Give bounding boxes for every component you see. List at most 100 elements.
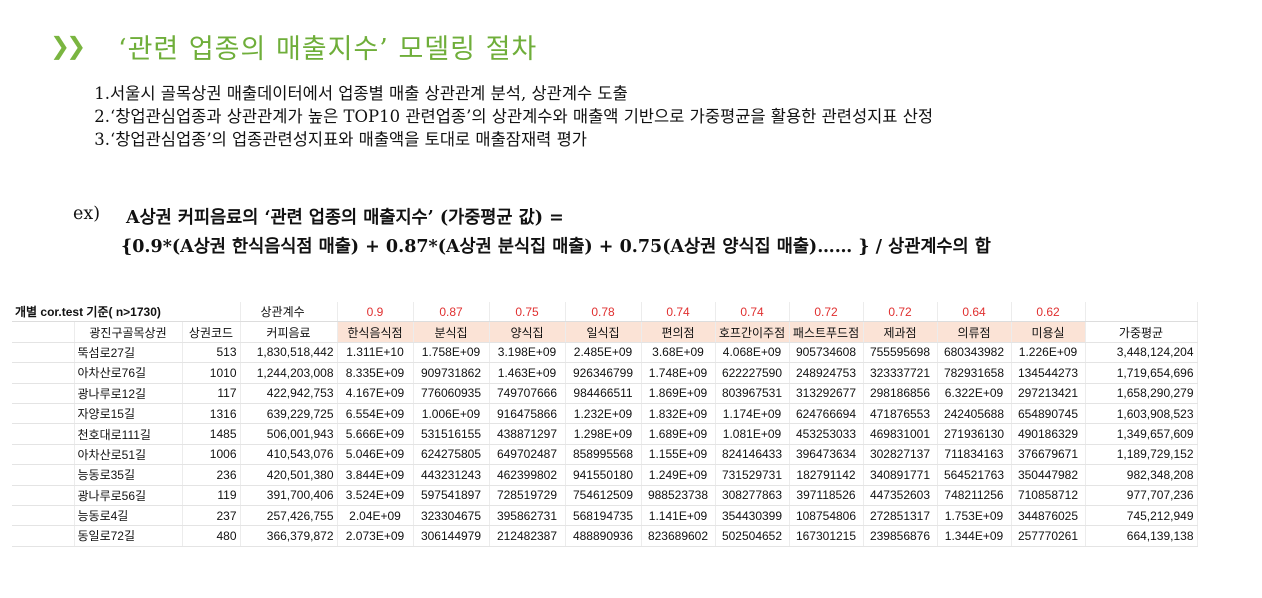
table-cell: 711834163 bbox=[937, 444, 1012, 466]
table-cell: 1.311E+10 bbox=[337, 342, 414, 364]
table-cell: 502504652 bbox=[715, 525, 790, 547]
table-cell: 782931658 bbox=[937, 362, 1012, 384]
table-row: 능동로35길 236 420,501,380 3.844E+09 443231243 46… bbox=[12, 464, 1198, 486]
coefficient-value: 0.74 bbox=[641, 302, 716, 323]
column-header-row: 광진구골목상권 상권코드 커피음료 한식음식점 분식집 양식집 일식집 편의점 호프간이주점 패스… bbox=[12, 321, 1198, 343]
table-cell: 982,348,208 bbox=[1085, 464, 1198, 486]
table-cell: 167301215 bbox=[789, 525, 864, 547]
table-cell: 1.226E+09 bbox=[1011, 342, 1086, 364]
table-cell: 513 bbox=[182, 342, 241, 364]
table-cell: 422,942,753 bbox=[240, 383, 338, 404]
table-cell: 366,379,872 bbox=[240, 525, 338, 547]
table-cell: 2.04E+09 bbox=[337, 505, 414, 527]
table-cell: 298186856 bbox=[863, 383, 938, 404]
table-cell: 597541897 bbox=[413, 485, 490, 506]
table-cell: 323337721 bbox=[863, 362, 938, 384]
table-cell: 926346799 bbox=[565, 362, 642, 384]
coefficient-row: 개별 cor.test 기준( n>1730) 상관계수 0.9 0.87 0.75 0.… bbox=[12, 302, 1198, 323]
table-cell: 391,700,406 bbox=[240, 485, 338, 506]
table-cell: 654890745 bbox=[1011, 403, 1086, 425]
table-cell: 1,349,657,609 bbox=[1085, 423, 1198, 445]
empty-cell bbox=[12, 321, 75, 343]
table-row: 뚝섬로27길 513 1,830,518,442 1.311E+10 1.758E+09… bbox=[12, 342, 1198, 364]
table-cell: 306144979 bbox=[413, 525, 490, 547]
example-label: ex) bbox=[73, 204, 101, 224]
table-cell: 323304675 bbox=[413, 505, 490, 527]
table-cell: 4.068E+09 bbox=[715, 342, 790, 364]
district-name: 천호대로111길 bbox=[74, 423, 183, 445]
table-cell: 988523738 bbox=[641, 485, 716, 506]
table-cell: 242405688 bbox=[937, 403, 1012, 425]
table-cell: 1.174E+09 bbox=[715, 403, 790, 425]
empty-cell bbox=[12, 505, 75, 527]
table-cell: 1006 bbox=[182, 444, 241, 466]
district-name: 능동로35길 bbox=[74, 464, 183, 486]
table-cell: 745,212,949 bbox=[1085, 505, 1198, 527]
procedure-steps: 1. 서울시 골목상권 매출데이터에서 업종별 매출 상관관계 분석, 상관계수 … bbox=[70, 82, 933, 151]
table-row: 아차산로76길 1010 1,244,203,008 8.335E+09 9097318… bbox=[12, 362, 1198, 384]
column-header: 일식집 bbox=[565, 321, 642, 343]
table-cell: 6.322E+09 bbox=[937, 383, 1012, 404]
empty-cell bbox=[12, 403, 75, 425]
coefficient-value: 0.72 bbox=[789, 302, 864, 323]
table-cell: 354430399 bbox=[715, 505, 790, 527]
step-item: 1. 서울시 골목상권 매출데이터에서 업종별 매출 상관관계 분석, 상관계수 … bbox=[70, 82, 933, 105]
district-name: 자양로15길 bbox=[74, 403, 183, 425]
coefficient-value: 0.87 bbox=[413, 302, 490, 323]
step-item: 2. ‘창업관심업종과 상관관계가 높은 TOP10 관련업종’의 상관계수와 매… bbox=[70, 105, 933, 128]
column-header: 제과점 bbox=[863, 321, 938, 343]
table-cell: 1.298E+09 bbox=[565, 423, 642, 445]
table-cell: 2.485E+09 bbox=[565, 342, 642, 364]
coefficient-value: 0.75 bbox=[489, 302, 566, 323]
column-header: 양식집 bbox=[489, 321, 566, 343]
coefficient-value: 0.62 bbox=[1011, 302, 1086, 323]
coefficient-value: 0.72 bbox=[863, 302, 938, 323]
table-cell: 420,501,380 bbox=[240, 464, 338, 486]
table-row: 능동로4길 237 257,426,755 2.04E+09 323304675 3958… bbox=[12, 505, 1198, 527]
step-text: ‘창업관심업종’의 업종관련성지표와 매출액을 토대로 매출잠재력 평가 bbox=[110, 130, 587, 149]
table-cell: 564521763 bbox=[937, 464, 1012, 486]
column-header: 가중평균 bbox=[1085, 321, 1198, 343]
example-line-1: A상권 커피음료의 ‘관련 업종의 매출지수’ (가중평균 값) = bbox=[126, 208, 564, 228]
table-row: 광나루로56길 119 391,700,406 3.524E+09 597541897 7… bbox=[12, 485, 1198, 506]
empty-cell bbox=[12, 383, 75, 404]
table-cell: 239856876 bbox=[863, 525, 938, 547]
empty-cell bbox=[1085, 302, 1198, 323]
table-cell: 447352603 bbox=[863, 485, 938, 506]
table-cell: 480 bbox=[182, 525, 241, 547]
column-header: 커피음료 bbox=[240, 321, 338, 343]
table-cell: 1010 bbox=[182, 362, 241, 384]
table-cell: 639,229,725 bbox=[240, 403, 338, 425]
table-cell: 3.524E+09 bbox=[337, 485, 414, 506]
district-name: 동일로72길 bbox=[74, 525, 183, 547]
table-cell: 313292677 bbox=[789, 383, 864, 404]
table-cell: 905734608 bbox=[789, 342, 864, 364]
step-number: 1. bbox=[94, 84, 110, 103]
table-cell: 568194735 bbox=[565, 505, 642, 527]
table-cell: 506,001,943 bbox=[240, 423, 338, 445]
table-cell: 909731862 bbox=[413, 362, 490, 384]
table-cell: 488890936 bbox=[565, 525, 642, 547]
step-number: 2. bbox=[94, 107, 110, 126]
table-cell: 710858712 bbox=[1011, 485, 1086, 506]
table-cell: 272851317 bbox=[863, 505, 938, 527]
table-cell: 410,543,076 bbox=[240, 444, 338, 466]
table-cell: 4.167E+09 bbox=[337, 383, 414, 404]
table-cell: 941550180 bbox=[565, 464, 642, 486]
empty-cell bbox=[12, 485, 75, 506]
column-header: 분식집 bbox=[413, 321, 490, 343]
table-cell: 1,830,518,442 bbox=[240, 342, 338, 364]
coefficient-value: 0.64 bbox=[937, 302, 1012, 323]
empty-cell bbox=[12, 342, 75, 364]
empty-cell bbox=[12, 444, 75, 466]
table-cell: 395862731 bbox=[489, 505, 566, 527]
table-cell: 858995568 bbox=[565, 444, 642, 466]
table-cell: 531516155 bbox=[413, 423, 490, 445]
double-chevron-icon: ❯❯ bbox=[50, 32, 86, 60]
table-cell: 1.344E+09 bbox=[937, 525, 1012, 547]
coefficient-value: 0.9 bbox=[337, 302, 414, 323]
table-cell: 453253033 bbox=[789, 423, 864, 445]
table-row: 자양로15길 1316 639,229,725 6.554E+09 1.006E+09 9… bbox=[12, 403, 1198, 425]
column-header: 의류점 bbox=[937, 321, 1012, 343]
slide-title-row: ❯❯ ‘관련 업종의 매출지수’ 모델링 절차 bbox=[50, 26, 537, 66]
